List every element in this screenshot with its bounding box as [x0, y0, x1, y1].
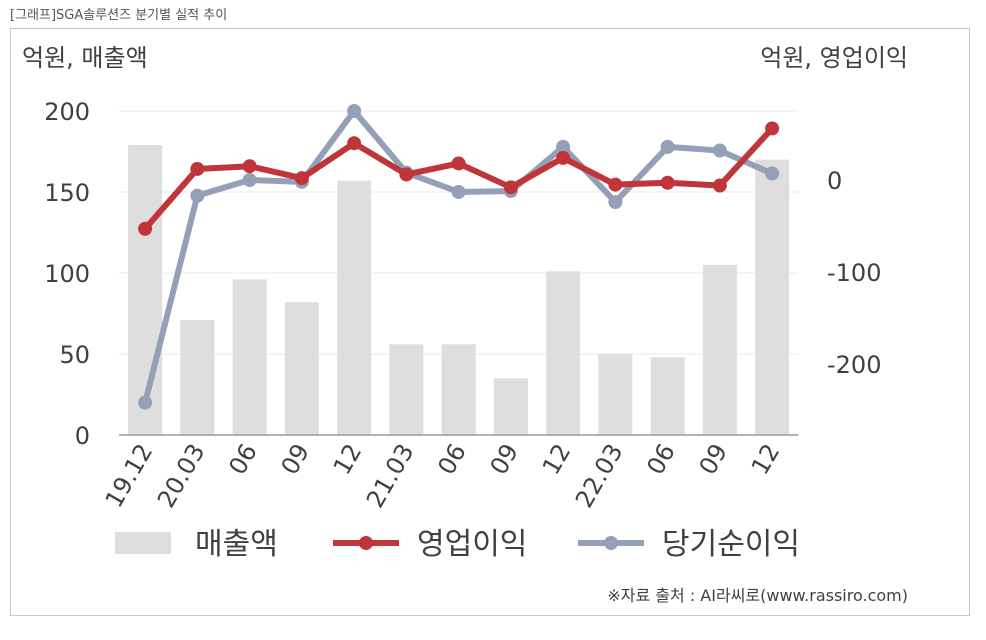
legend-item: 영업이익	[333, 527, 527, 562]
x-axis-tick-label: 06	[223, 439, 263, 479]
data-point	[765, 121, 780, 136]
right-axis-tick-label: 0	[827, 167, 842, 195]
right-axis-unit: 억원, 영업이익	[760, 44, 908, 72]
bar-revenue	[232, 279, 267, 435]
left-axis-tick-label: 200	[44, 98, 90, 126]
x-axis-tick-label: 12	[328, 439, 368, 479]
line-series	[138, 104, 780, 410]
bar-revenue	[284, 302, 319, 435]
data-point	[503, 180, 518, 195]
x-axis-tick-label: 20.03	[152, 439, 211, 513]
x-axis-tick-label: 21.03	[361, 439, 420, 513]
legend-label: 당기순이익	[662, 527, 800, 562]
data-point	[347, 104, 362, 118]
bar-revenue	[650, 357, 685, 435]
data-point	[138, 221, 153, 236]
left-axis-tick-label: 50	[59, 341, 90, 369]
line-series-당기순이익	[138, 104, 780, 410]
legend-label: 매출액	[195, 527, 278, 562]
data-point	[294, 171, 309, 186]
data-point	[608, 195, 623, 210]
x-axis-tick-label: 09	[276, 439, 316, 479]
legend-label: 영업이익	[417, 527, 527, 562]
legend-item: 당기순이익	[578, 527, 800, 562]
bar-revenue	[180, 319, 215, 435]
x-axis-tick-label: 06	[641, 439, 681, 479]
legend-swatch-marker	[604, 536, 618, 550]
x-axis-tick-label: 09	[694, 439, 734, 479]
legend-swatch	[115, 532, 171, 554]
data-point	[660, 139, 675, 154]
x-axis-tick-label: 09	[485, 439, 525, 479]
bar-revenue	[128, 145, 163, 435]
series-line	[142, 126, 775, 231]
data-point	[451, 184, 466, 199]
bar-revenue	[337, 180, 372, 435]
legend-item: 매출액	[115, 527, 278, 562]
bar-revenue	[389, 344, 424, 435]
data-point	[765, 166, 780, 181]
legend: 매출액 영업이익 당기순이익	[115, 527, 800, 562]
source-note: ※자료 출처 : AI라씨로(www.rassiro.com)	[607, 586, 908, 605]
x-axis-tick-label: 12	[537, 439, 577, 479]
legend-swatch-marker	[359, 536, 373, 550]
data-point	[556, 139, 571, 154]
bar-revenue	[441, 344, 476, 435]
x-axis-tick-label: 19.12	[100, 439, 159, 513]
bar-revenue	[493, 378, 528, 435]
data-point	[242, 173, 257, 187]
x-axis-tick-label: 12	[746, 439, 786, 479]
data-point	[242, 159, 257, 174]
right-axis-tick-label: -100	[827, 259, 881, 287]
data-point	[712, 178, 727, 193]
data-point	[660, 175, 675, 190]
data-point	[556, 150, 571, 165]
left-axis-tick-label: 100	[44, 260, 90, 288]
bar-revenue	[702, 264, 737, 435]
bar-revenue	[755, 159, 790, 435]
bar-revenue	[598, 354, 633, 435]
data-point	[190, 161, 205, 176]
bar-series-revenue	[128, 145, 790, 435]
data-point	[138, 395, 153, 410]
chart-caption: [그래프]SGA솔루션즈 분기별 실적 추이	[10, 8, 228, 23]
bar-revenue	[546, 271, 581, 435]
data-point	[399, 167, 414, 182]
x-axis-tick-label: 22.03	[570, 439, 629, 513]
left-axis-unit: 억원, 매출액	[22, 44, 148, 72]
right-axis-tick-label: -200	[827, 351, 881, 379]
left-axis-tick-label: 150	[44, 179, 90, 207]
data-point	[608, 177, 623, 192]
x-axis-tick-label: 06	[432, 439, 472, 479]
left-axis-tick-label: 0	[75, 422, 90, 450]
chart-frame	[10, 28, 970, 616]
data-point	[712, 143, 727, 158]
data-point	[347, 136, 362, 151]
data-point	[190, 188, 205, 203]
data-point	[451, 156, 466, 171]
line-series-영업이익	[138, 121, 780, 236]
